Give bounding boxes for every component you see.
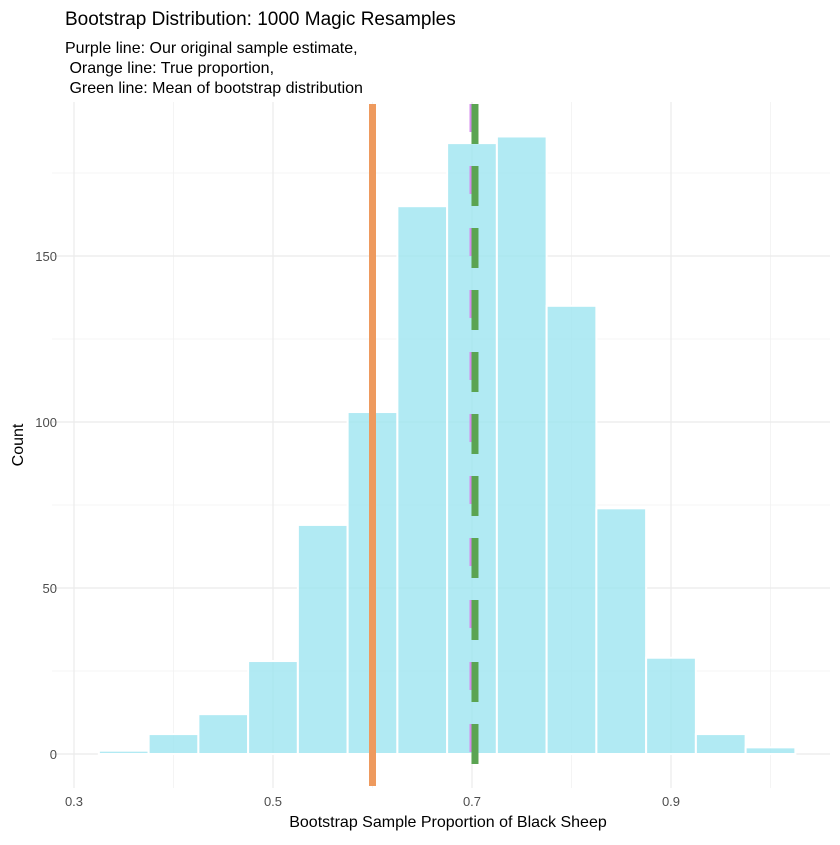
histogram-bar — [147, 733, 200, 756]
x-tick-label: 0.5 — [264, 794, 282, 809]
chart-title: Bootstrap Distribution: 1000 Magic Resam… — [65, 9, 456, 30]
histogram-bar — [97, 749, 150, 755]
histogram-bar — [396, 205, 449, 755]
histogram-bar — [645, 656, 697, 755]
histogram-bar — [545, 304, 598, 755]
histogram-bar — [296, 523, 349, 755]
bars — [97, 135, 797, 756]
y-tick-label: 150 — [35, 249, 57, 264]
histogram-bar — [247, 660, 299, 755]
histogram-bar — [744, 746, 797, 755]
histogram-bar — [197, 713, 250, 755]
y-tick-label: 50 — [43, 581, 57, 596]
x-tick-label: 0.7 — [463, 794, 481, 809]
y-tick-label: 0 — [50, 747, 57, 762]
histogram-bar — [595, 507, 648, 755]
x-axis-label: Bootstrap Sample Proportion of Black She… — [289, 814, 607, 831]
y-axis-ticks: 0 50 100 150 — [35, 249, 57, 762]
x-tick-label: 0.3 — [65, 794, 83, 809]
reference-lines — [369, 104, 479, 786]
chart-subtitle-line-1: Purple line: Our original sample estimat… — [65, 40, 358, 57]
chart-subtitle-line-3: Green line: Mean of bootstrap distributi… — [65, 80, 363, 97]
x-axis-ticks: 0.3 0.5 0.7 0.9 — [65, 794, 680, 809]
histogram-bar — [495, 135, 548, 756]
histogram-bar — [694, 733, 747, 756]
y-axis-label: Count — [10, 423, 27, 466]
x-tick-label: 0.9 — [662, 794, 680, 809]
y-tick-label: 100 — [35, 415, 57, 430]
chart-subtitle-line-2: Orange line: True proportion, — [65, 60, 274, 77]
